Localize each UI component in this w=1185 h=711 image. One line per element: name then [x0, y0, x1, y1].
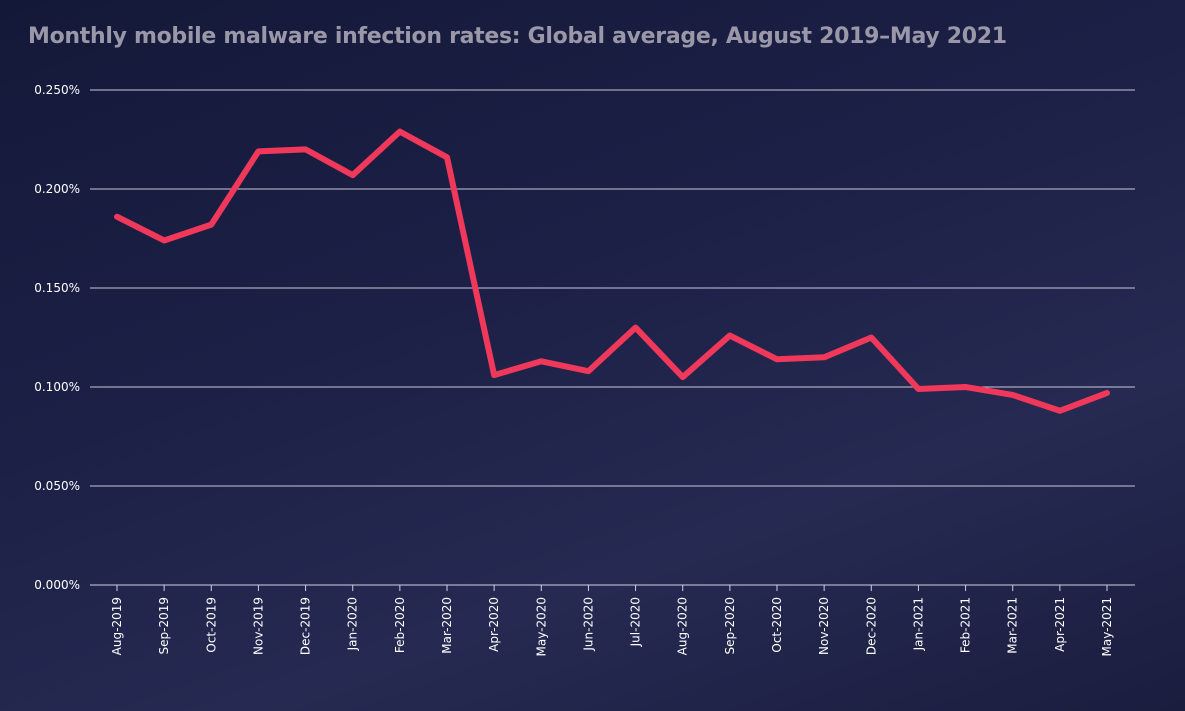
x-tick-label: Jul-2020: [629, 597, 643, 647]
x-tick-label: Aug-2020: [676, 597, 690, 655]
y-tick-label: 0.050%: [34, 479, 80, 493]
x-tick-label: Oct-2019: [204, 597, 218, 653]
y-tick-label: 0.000%: [34, 578, 80, 592]
x-tick-label: May-2021: [1100, 597, 1114, 656]
x-tick-label: Apr-2020: [487, 597, 501, 652]
y-tick-label: 0.150%: [34, 281, 80, 295]
x-tick-label: Apr-2021: [1053, 597, 1067, 652]
x-tick-label: Nov-2019: [251, 597, 265, 655]
x-tick-label: Aug-2019: [110, 597, 124, 655]
x-tick-label: Jun-2020: [581, 597, 595, 652]
x-tick-label: Sep-2020: [723, 597, 737, 655]
x-tick-label: Feb-2020: [393, 597, 407, 653]
x-tick-label: Sep-2019: [157, 597, 171, 655]
x-tick-label: Dec-2020: [864, 597, 878, 655]
series-line: [114, 128, 1110, 414]
x-tick-label: May-2020: [534, 597, 548, 656]
x-tick-label: Dec-2019: [299, 597, 313, 655]
x-tick-label: Mar-2021: [1006, 597, 1020, 654]
y-tick-label: 0.200%: [34, 182, 80, 196]
x-tick-label: Nov-2020: [817, 597, 831, 655]
x-tick-label: Jan-2021: [911, 597, 925, 651]
y-tick-label: 0.100%: [34, 380, 80, 394]
x-tick-label: Feb-2021: [959, 597, 973, 653]
chart-title: Monthly mobile malware infection rates: …: [28, 24, 1007, 49]
x-tick-label: Mar-2020: [440, 597, 454, 654]
x-tick-label: Jan-2020: [346, 597, 360, 651]
x-tick-label: Oct-2020: [770, 597, 784, 653]
y-tick-label: 0.250%: [34, 83, 80, 97]
